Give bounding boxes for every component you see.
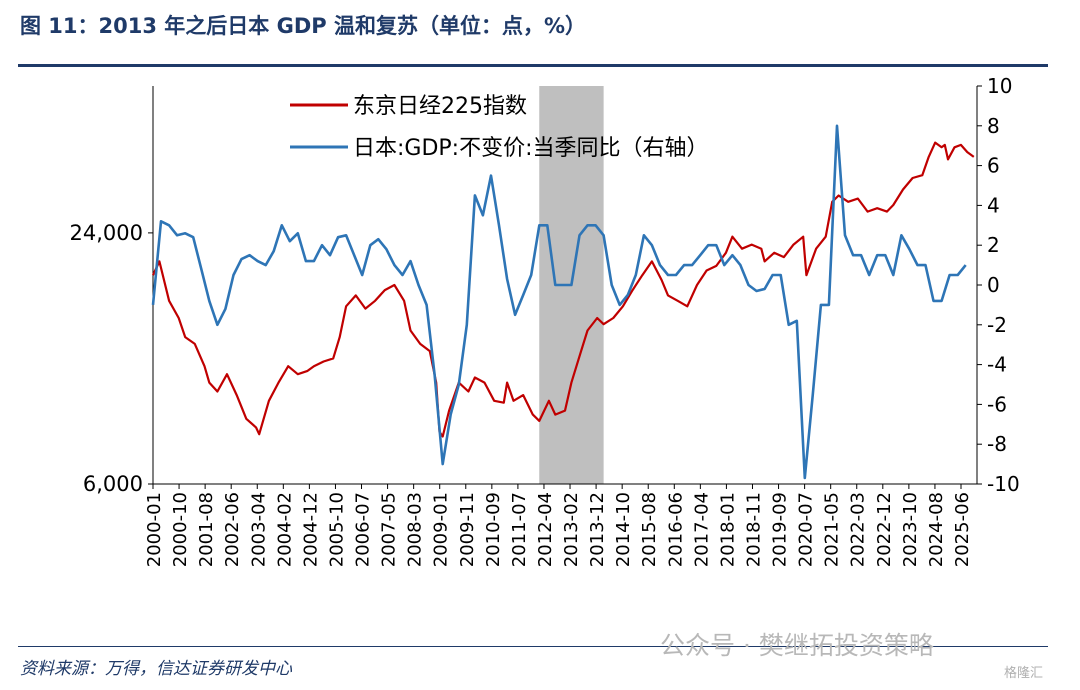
- right-tick-label: -8: [987, 432, 1007, 456]
- x-tick-label: 2008-03: [405, 492, 426, 567]
- x-tick-label: 2021-05: [822, 492, 843, 567]
- x-tick-label: 2015-08: [639, 492, 660, 567]
- x-tick-label: 2001-08: [196, 492, 217, 567]
- x-tick-label: 2010-09: [483, 492, 504, 567]
- x-tick-label: 2023-10: [900, 492, 921, 567]
- x-tick-label: 2022-03: [848, 492, 869, 567]
- right-tick-label: 2: [987, 233, 1000, 257]
- x-tick-label: 2012-04: [535, 492, 556, 567]
- x-tick-label: 2004-02: [274, 492, 295, 567]
- x-tick-label: 2013-02: [561, 492, 582, 567]
- left-tick-label: 24,000: [70, 221, 143, 245]
- source-note: 资料来源：万得，信达证券研发中心: [20, 659, 292, 679]
- x-tick-label: 2000-01: [144, 492, 165, 567]
- gdp-yoy-series-line: [151, 124, 967, 480]
- title-divider: [18, 64, 1048, 67]
- watermark: 公众号 · 樊继拓投资策略: [660, 631, 934, 660]
- x-tick-label: 2006-07: [353, 492, 374, 567]
- x-tick-label: 2018-01: [717, 492, 738, 567]
- x-tick-label: 2002-06: [222, 492, 243, 567]
- right-tick-label: 10: [987, 74, 1012, 98]
- x-tick-label: 2003-04: [248, 492, 269, 567]
- right-axis: -10 -8 -6 -4 -2 0 2 4 6 8 10: [977, 74, 1020, 496]
- right-tick-label: -4: [987, 353, 1007, 377]
- x-tick-label: 2009-01: [431, 492, 452, 567]
- series-layer: [151, 124, 975, 480]
- x-tick-label: 2020-07: [796, 492, 817, 567]
- x-tick-label: 2019-09: [770, 492, 791, 567]
- right-tick-label: 0: [987, 273, 1000, 297]
- figure-title: 图 11：2013 年之后日本 GDP 温和复苏（单位：点，%）: [20, 14, 587, 38]
- x-tick-label: 2009-11: [457, 492, 478, 567]
- x-tick-label: 2005-10: [326, 492, 347, 567]
- x-tick-label: 2017-04: [691, 492, 712, 567]
- x-tick-label: 2025-06: [952, 492, 973, 567]
- nikkei225-series-line: [152, 141, 975, 438]
- x-tick-label: 2022-12: [874, 492, 895, 567]
- right-tick-label: 6: [987, 154, 1000, 178]
- x-tick-label: 2016-06: [665, 492, 686, 567]
- x-tick-label: 2004-12: [300, 492, 321, 567]
- right-tick-label: 8: [987, 114, 1000, 138]
- left-axis: 6,000 24,000: [70, 221, 153, 496]
- x-tick-label: 2018-11: [743, 492, 764, 567]
- x-tick-label: 2007-05: [379, 492, 400, 567]
- x-tick-label: 2024-08: [926, 492, 947, 567]
- x-tick-label: 2000-10: [170, 492, 191, 567]
- x-tick-label: 2013-12: [587, 492, 608, 567]
- legend-label-nikkei: 东京日经225指数: [353, 94, 527, 119]
- footer-divider: [18, 646, 1048, 647]
- left-tick-label: 6,000: [83, 472, 143, 496]
- watermark-small: 格隆汇: [1004, 666, 1044, 681]
- x-axis: 2000-01 2000-10 2001-08 2002-06 2003-04 2004-…: [144, 484, 973, 567]
- x-tick-label: 2011-07: [509, 492, 530, 567]
- legend-label-gdp: 日本:GDP:不变价:当季同比（右轴）: [353, 136, 709, 161]
- right-tick-label: 4: [987, 193, 1000, 217]
- right-tick-label: -2: [987, 313, 1007, 337]
- right-tick-label: -6: [987, 392, 1007, 416]
- right-tick-label: -10: [987, 472, 1020, 496]
- x-tick-label: 2014-10: [613, 492, 634, 567]
